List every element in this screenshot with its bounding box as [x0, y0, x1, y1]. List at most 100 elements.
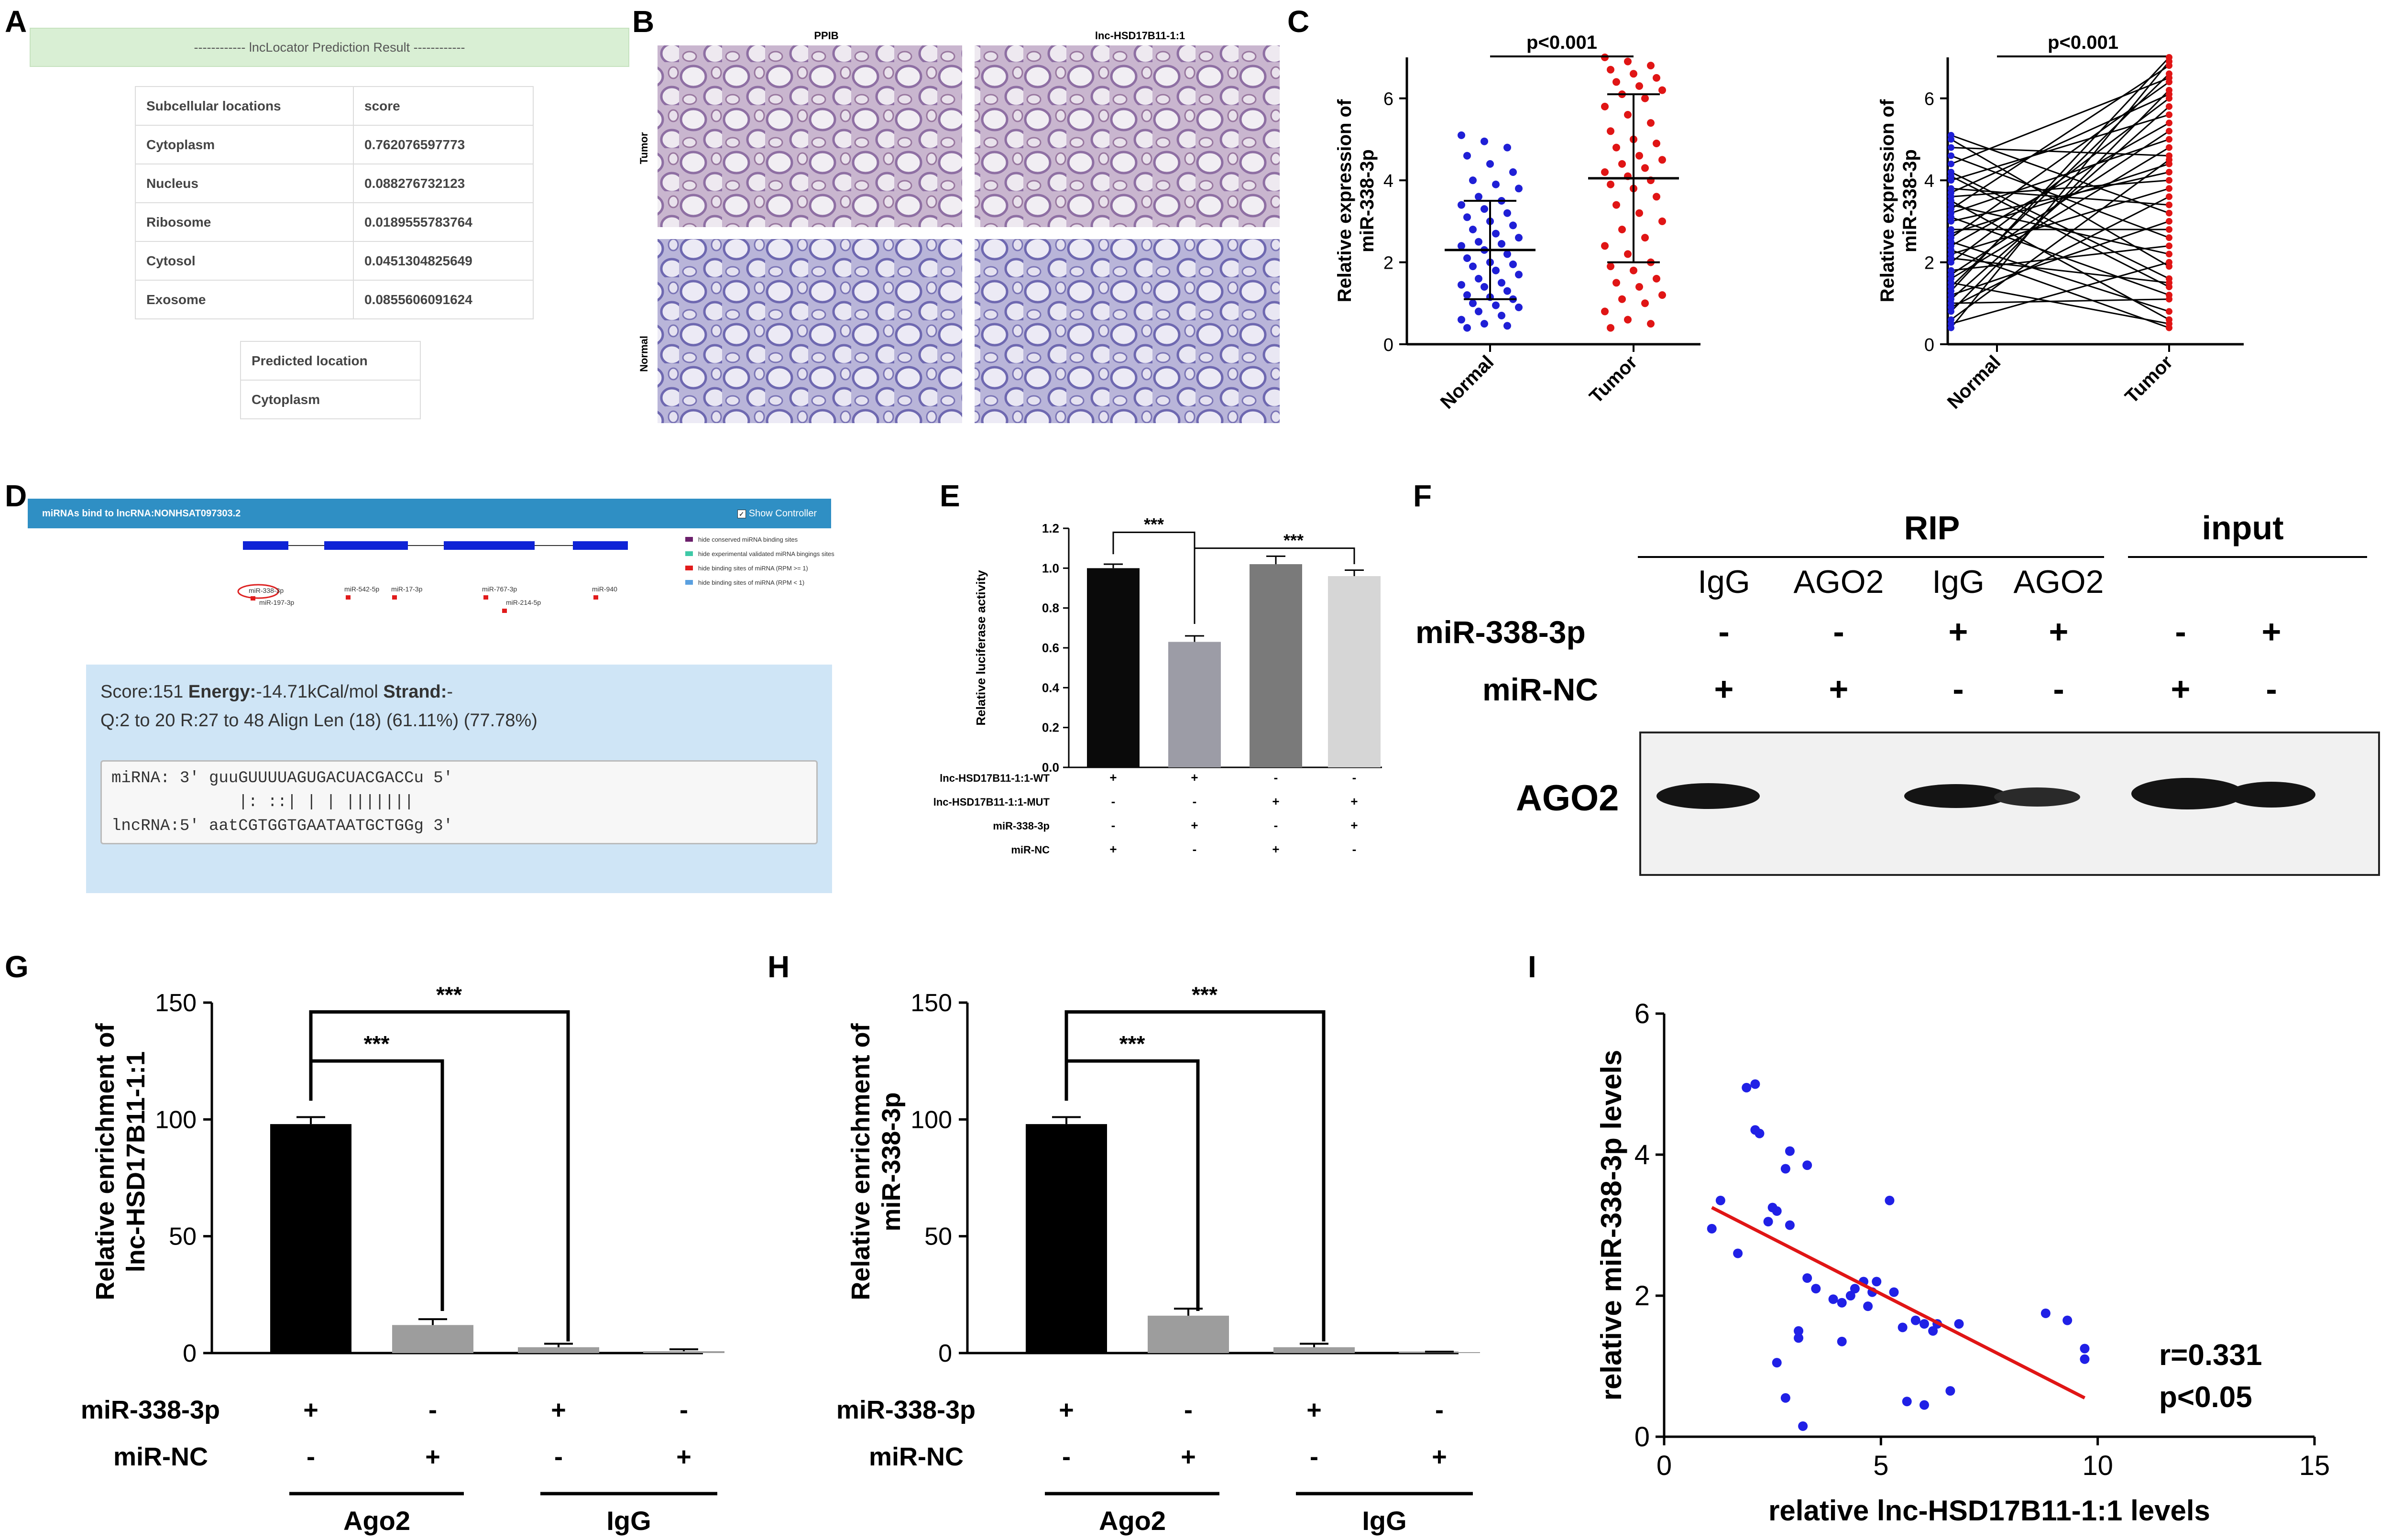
histology-normal-ppib: [658, 239, 962, 423]
header-score: score: [353, 86, 534, 126]
data-point: [1658, 86, 1666, 94]
data-point: [1618, 160, 1626, 168]
mirna-label[interactable]: miR-338-3p: [249, 587, 284, 594]
lane-label: AGO2: [1794, 564, 1884, 600]
condition-label: lnc-HSD17B11-1:1-WT: [940, 772, 1050, 784]
chart-c-right: Relative expression of miR-338-3p 0 2 4 6 No…: [1877, 32, 2244, 413]
sign: +: [1949, 613, 1968, 650]
data-point: [1624, 250, 1632, 258]
data-point: [2166, 193, 2172, 200]
chart-h: Relative enrichment of miR-338-3p 0 50 100…: [836, 983, 1480, 1536]
sign: -: [1352, 770, 1357, 785]
data-point: [2166, 234, 2172, 241]
data-point: [1802, 1160, 1812, 1170]
data-point: [1515, 271, 1523, 279]
group-label: Ago2: [1099, 1506, 1166, 1536]
c-right-marks: 0 2 4 6 Normal Tumor p<0.001: [1924, 32, 2177, 413]
e-marks: 0.0 0.2 0.4 0.6 0.8 1.0 1.2 *** ***: [1042, 514, 1381, 775]
data-point: [1475, 307, 1482, 316]
histology-normal-lnc: [975, 239, 1280, 423]
data-point: [2166, 144, 2172, 151]
group-label: IgG: [606, 1506, 651, 1536]
mirna-label[interactable]: miR-214-5p: [506, 599, 541, 606]
blot-band: [1656, 783, 1760, 809]
bar: [643, 1351, 724, 1353]
signif-bracket: [1194, 547, 1355, 624]
data-point: [1948, 152, 1954, 159]
location-cell: Cytoplasm: [135, 125, 354, 164]
row-label-normal: Normal: [638, 336, 650, 372]
data-point: [1475, 238, 1482, 246]
data-point: [1837, 1298, 1847, 1308]
signif-label: ***: [1119, 1031, 1145, 1056]
data-point: [1641, 94, 1649, 102]
condition-label: miR-NC: [1011, 844, 1050, 856]
show-controller[interactable]: ✓ Show Controller: [737, 499, 817, 528]
g-marks: 0 50 100 150 *** *** miR-338-3p miR-NC + - - + + - - + A…: [81, 983, 724, 1536]
y-tick-label: 0: [1383, 335, 1393, 355]
data-point: [1503, 287, 1511, 295]
location-cell: Nucleus: [135, 164, 354, 203]
data-point: [2166, 54, 2172, 61]
legend-item[interactable]: hide binding sites of miRNA (RPM >= 1): [698, 565, 808, 572]
data-point: [1515, 185, 1523, 193]
panel-label-c: C: [1287, 4, 1310, 39]
mir338-row-label: miR-338-3p: [81, 1396, 220, 1424]
bar: [1328, 576, 1381, 767]
data-point: [2166, 111, 2172, 118]
data-point: [1601, 307, 1609, 316]
predicted-value: Cytoplasm: [240, 380, 421, 419]
panel-label-d: D: [5, 479, 27, 513]
mirna-label[interactable]: miR-542-5p: [344, 585, 379, 593]
sign: -: [1062, 1442, 1071, 1471]
data-point: [1794, 1326, 1804, 1336]
data-point: [1845, 1291, 1855, 1300]
h-marks: 0 50 100 150 *** *** miR-338-3p miR-NC + - - + + - - + A…: [836, 983, 1480, 1536]
sign: -: [1111, 794, 1116, 808]
mirna-label[interactable]: miR-767-3p: [482, 585, 517, 593]
data-point: [1624, 316, 1632, 324]
data-point: [1458, 316, 1465, 324]
data-point: [2166, 284, 2172, 290]
data-point: [1653, 140, 1660, 147]
data-point: [1458, 281, 1465, 289]
legend-item[interactable]: hide binding sites of miRNA (RPM < 1): [698, 579, 804, 586]
mirna-label[interactable]: miR-197-3p: [259, 599, 294, 606]
data-point: [1707, 1223, 1717, 1234]
header-locations: Subcellular locations: [135, 86, 354, 126]
data-point: [1647, 62, 1655, 70]
c-left-marks: 0 2 4 6 Normal Tumor p<0.001: [1383, 32, 1679, 413]
table-row: Exosome 0.0855606091624: [135, 280, 534, 319]
legend-item[interactable]: hide experimental validated miRNA bingin…: [698, 550, 834, 557]
data-point: [1607, 127, 1614, 135]
data-point: [1515, 234, 1523, 242]
data-point: [1902, 1397, 1912, 1407]
data-point: [2166, 201, 2172, 208]
pair-line: [1951, 155, 2170, 239]
data-point: [2166, 128, 2172, 135]
sign: -: [1352, 842, 1357, 856]
energy-label: Energy:: [188, 682, 256, 702]
data-point: [1469, 226, 1477, 233]
row-label-tumor: Tumor: [638, 132, 650, 164]
mirna-seq: miRNA: 3' guuGUUUUAGUGACUACGACCu 5': [111, 769, 453, 787]
legend-item[interactable]: hide conserved miRNA binding sites: [698, 536, 798, 543]
mirna-label[interactable]: miR-940: [592, 585, 617, 593]
data-point: [1910, 1315, 1920, 1325]
signif-label: ***: [364, 1031, 390, 1056]
data-point: [1798, 1421, 1808, 1431]
signif-label: ***: [1283, 531, 1304, 550]
pair-line: [1951, 122, 2170, 247]
y-tick-label: 0: [938, 1340, 952, 1367]
h-ylabel-2: miR-338-3p: [877, 1092, 906, 1231]
mirna-label[interactable]: miR-17-3p: [391, 585, 423, 593]
sign: -: [1193, 794, 1197, 808]
alignment-text: miRNA: 3' guuGUUUUAGUGACUACGACCu 5' |: :…: [100, 760, 818, 844]
data-point: [1647, 320, 1655, 328]
data-point: [1948, 160, 1954, 167]
checkbox-icon[interactable]: ✓: [737, 509, 746, 518]
r-value: r=0.331: [2159, 1339, 2262, 1372]
data-point: [1948, 173, 1954, 180]
sign: -: [1274, 818, 1278, 832]
mirnc-row-label: miR-NC: [869, 1442, 964, 1471]
